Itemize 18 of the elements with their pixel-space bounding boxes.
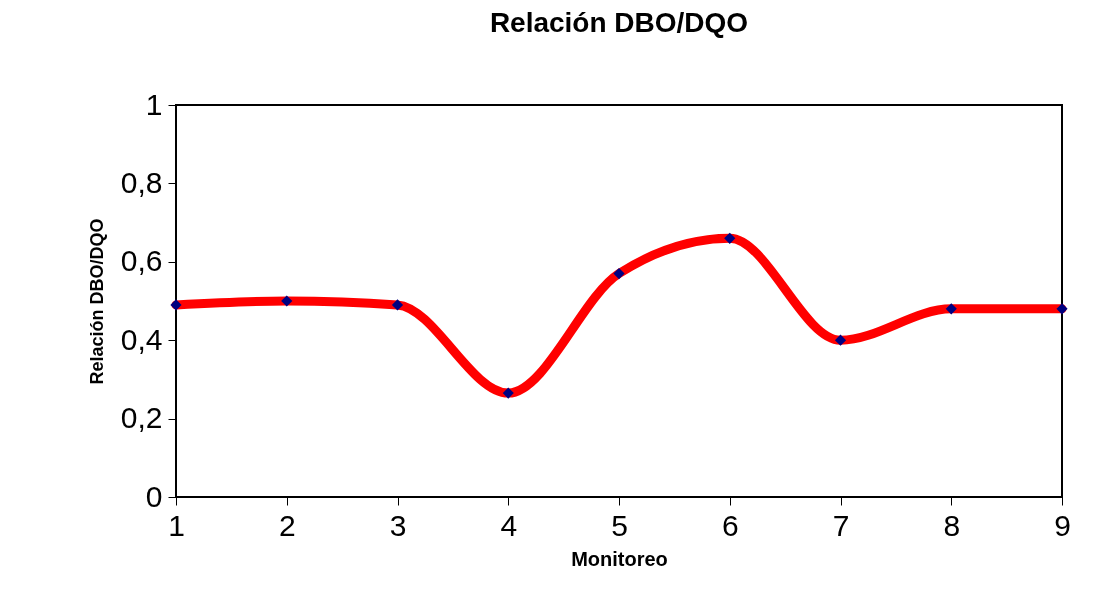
x-tick-label: 5 [611, 508, 628, 542]
x-tick-label: 7 [832, 508, 850, 542]
y-tick-label: 0,8 [120, 165, 163, 199]
x-tick-label: 3 [389, 508, 407, 542]
x-tick-label: 9 [1054, 508, 1071, 542]
y-tick-label: 0,4 [120, 322, 163, 356]
y-tick-label: 0,6 [120, 244, 163, 278]
x-tick-label: 4 [500, 508, 518, 542]
y-tick-label: 1 [145, 87, 163, 121]
x-tick-label: 2 [278, 508, 296, 542]
x-tick-label: 8 [943, 508, 961, 542]
y-tick-label: 0,2 [120, 401, 163, 435]
x-axis-title: Monitoreo [571, 547, 668, 570]
x-tick-label: 6 [721, 508, 739, 542]
x-tick-label: 1 [168, 508, 185, 542]
chart-title: Relación DBO/DQO [489, 7, 749, 38]
y-axis-title: Relación DBO/DQO [86, 218, 107, 385]
y-tick-label: 0 [145, 479, 163, 513]
